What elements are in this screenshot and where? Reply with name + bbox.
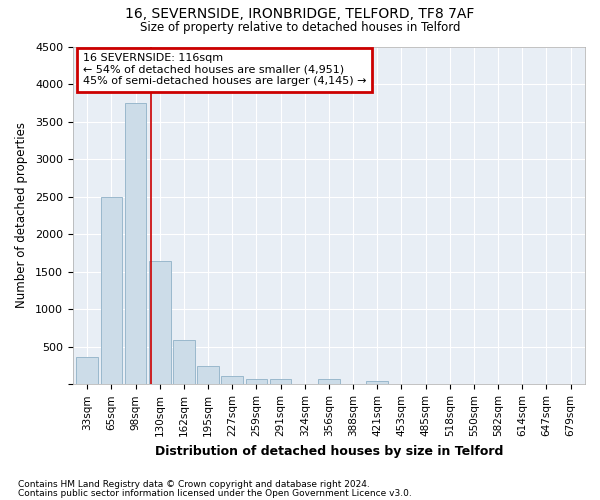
Text: 16 SEVERNSIDE: 116sqm
← 54% of detached houses are smaller (4,951)
45% of semi-d: 16 SEVERNSIDE: 116sqm ← 54% of detached … <box>83 54 367 86</box>
Bar <box>270 380 292 384</box>
Text: Size of property relative to detached houses in Telford: Size of property relative to detached ho… <box>140 21 460 34</box>
Text: Contains public sector information licensed under the Open Government Licence v3: Contains public sector information licen… <box>18 490 412 498</box>
Y-axis label: Number of detached properties: Number of detached properties <box>15 122 28 308</box>
Bar <box>245 380 267 384</box>
Bar <box>149 261 170 384</box>
Bar <box>221 376 243 384</box>
Text: Contains HM Land Registry data © Crown copyright and database right 2024.: Contains HM Land Registry data © Crown c… <box>18 480 370 489</box>
Bar <box>76 356 98 384</box>
Bar <box>367 380 388 384</box>
Bar <box>173 340 195 384</box>
X-axis label: Distribution of detached houses by size in Telford: Distribution of detached houses by size … <box>155 444 503 458</box>
Text: 16, SEVERNSIDE, IRONBRIDGE, TELFORD, TF8 7AF: 16, SEVERNSIDE, IRONBRIDGE, TELFORD, TF8… <box>125 8 475 22</box>
Bar <box>318 380 340 384</box>
Bar <box>101 196 122 384</box>
Bar <box>125 103 146 384</box>
Bar <box>197 366 219 384</box>
